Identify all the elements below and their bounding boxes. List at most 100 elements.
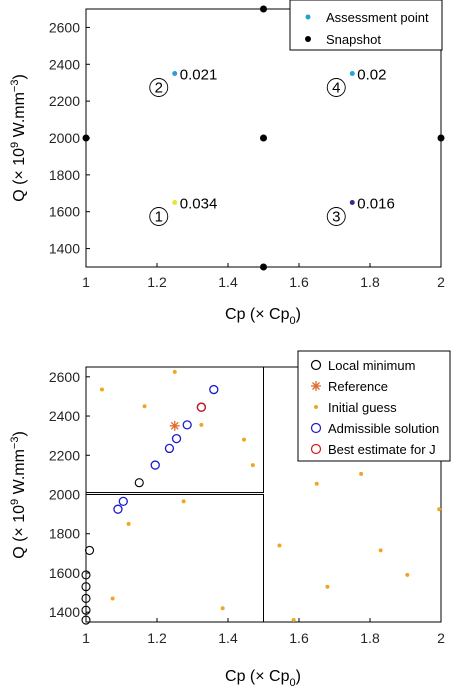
legend-local-minimum-marker (310, 359, 322, 371)
admissible-solution-point (209, 384, 219, 395)
bottom-y-tick-label: 1400 (49, 604, 80, 620)
assessment-id-circle (326, 207, 346, 226)
snapshot-point (260, 5, 267, 13)
bottom-y-ticks: 1400 1600 1800 2000 2200 2400 2600 (49, 369, 90, 620)
legend-admissible-solution-label: Admissible solution (328, 421, 439, 436)
top-y-tick-label: 1800 (49, 167, 80, 183)
reference-point (169, 420, 180, 431)
bottom-marks (81, 369, 442, 625)
assessment-id-label: 4 (332, 80, 340, 97)
legend-snapshot-marker (305, 36, 311, 42)
bottom-y-tick-label: 2000 (49, 487, 80, 503)
best-estimate-point (196, 402, 207, 412)
bottom-subdomain-boxes (85, 366, 264, 623)
top-marks: 0.034 1 0.021 2 0.016 3 0.02 4 (82, 5, 445, 271)
admissible-solution-point (182, 420, 192, 430)
top-y-tick-label: 1600 (49, 204, 80, 220)
top-x-tick-label: 1.4 (218, 274, 238, 290)
legend-snapshot-label: Snapshot (326, 32, 381, 47)
bottom-x-ticks: 1 1.2 1.4 1.6 1.8 2 (82, 618, 445, 646)
initial-guess-point (142, 404, 147, 409)
initial-guess-point (126, 521, 131, 526)
assessment-point (172, 71, 178, 76)
top-x-tick-label: 1.6 (289, 274, 309, 290)
legend-best-estimate-marker (310, 443, 322, 455)
top-x-tick-label: 1.2 (147, 274, 167, 290)
assessment-id-label: 1 (155, 209, 163, 226)
legend-reference-label: Reference (328, 379, 388, 394)
assessment-value-label: 0.016 (357, 196, 395, 213)
bottom-legend-box (297, 350, 451, 462)
bottom-x-tick-label: 1.2 (147, 630, 167, 646)
initial-guess-point (199, 422, 204, 427)
top-y-tick-label: 1400 (49, 241, 80, 257)
assessment-id-circle (149, 78, 169, 97)
local-minimum-point (134, 478, 144, 488)
initial-guess-point (250, 463, 255, 468)
top-x-ticks: 1 1.2 1.4 1.6 1.8 2 (82, 263, 445, 290)
bottom-chart: 1 1.2 1.4 1.6 1.8 2 1400 1600 1800 2000 2200 2400 2… (9, 350, 451, 689)
legend-initial-guess-label: Initial guess (328, 400, 397, 415)
top-legend-box (289, 0, 443, 51)
initial-guess-point (99, 387, 104, 392)
bottom-y-tick-label: 2600 (49, 369, 80, 385)
initial-guess-point (220, 606, 225, 611)
assessment-id-label: 3 (332, 209, 340, 226)
initial-guess-point (405, 572, 410, 577)
admissible-solution-point (164, 443, 175, 454)
legend-best-estimate-label: Best estimate for J (328, 442, 436, 457)
bottom-x-tick-label: 1.6 (289, 630, 309, 646)
assessment-point (172, 200, 178, 205)
local-minimum-point (85, 545, 95, 555)
initial-guess-point (291, 618, 296, 623)
local-minimum-point (81, 605, 91, 615)
bottom-y-tick-label: 2400 (49, 408, 80, 424)
subdomain-box (85, 494, 264, 623)
bottom-x-tick-label: 1.8 (360, 630, 380, 646)
legend-admissible-solution-marker (310, 422, 322, 434)
top-y-ticks: 1400 1600 1800 2000 2200 2400 2600 (49, 19, 90, 257)
assessment-value-label: 0.034 (180, 196, 218, 213)
assessment-id-circle (149, 207, 169, 226)
bottom-y-tick-label: 1600 (49, 565, 80, 581)
bottom-y-tick-label: 2200 (49, 447, 80, 463)
initial-guess-point (314, 481, 319, 486)
top-legend: Assessment point Snapshot (289, 0, 443, 51)
snapshot-point (437, 134, 445, 142)
legend-initial-guess-marker (314, 405, 318, 409)
snapshot-point (260, 134, 267, 142)
bottom-y-axis-label: Q (× 109 W.mm−3) (9, 431, 28, 559)
initial-guess-point (110, 596, 115, 601)
local-minimum-point (81, 593, 91, 604)
admissible-solution-point (118, 496, 128, 507)
legend-local-minimum-label: Local minimum (328, 358, 415, 373)
snapshot-point (260, 263, 267, 271)
top-x-tick-label: 2 (437, 274, 445, 290)
top-x-tick-label: 1.8 (360, 274, 380, 290)
top-y-tick-label: 2200 (49, 93, 80, 109)
admissible-solution-point (113, 504, 123, 514)
assessment-value-label: 0.02 (357, 67, 386, 84)
initial-guess-point (172, 369, 177, 374)
initial-guess-point (181, 499, 186, 504)
subdomain-box (85, 366, 264, 494)
local-minimum-point (81, 570, 91, 580)
admissible-solution-point (150, 460, 160, 470)
top-y-tick-label: 2600 (49, 19, 80, 35)
legend-assessment-point-marker (305, 14, 311, 20)
bottom-x-axis-label: Cp (× Cp0) (225, 668, 301, 689)
bottom-x-tick-label: 1 (82, 630, 90, 646)
assessment-point (349, 200, 355, 205)
initial-guess-point (277, 543, 282, 548)
top-y-tick-label: 2400 (49, 56, 80, 72)
assessment-id-circle (326, 78, 346, 97)
initial-guess-point (241, 437, 246, 442)
legend-reference-marker (311, 381, 321, 391)
snapshot-point (82, 134, 90, 142)
bottom-legend: Local minimum Reference Initial guess Ad… (297, 350, 451, 462)
initial-guess-point (378, 548, 383, 553)
bottom-x-tick-label: 2 (437, 630, 445, 646)
legend-assessment-point-label: Assessment point (326, 10, 429, 25)
initial-guess-point (359, 471, 364, 476)
